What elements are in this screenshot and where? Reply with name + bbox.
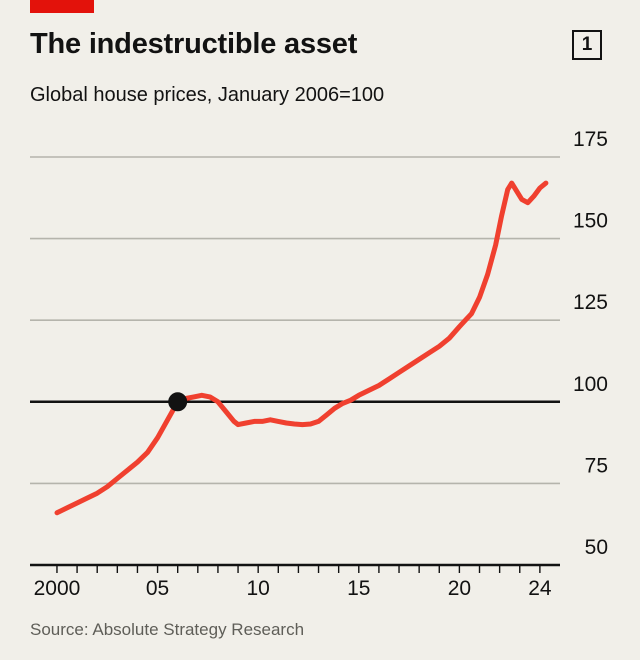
y-tick-label-125: 125 — [573, 291, 608, 314]
y-tick-label-150: 150 — [573, 210, 608, 233]
y-tick-label-50: 50 — [585, 536, 608, 559]
chart-title: The indestructible asset — [30, 28, 358, 60]
x-tick-label-10: 10 — [246, 577, 269, 600]
price-line — [54, 180, 549, 516]
x-tick-label-2000: 2000 — [34, 577, 81, 600]
x-tick-label-24: 24 — [528, 577, 552, 600]
y-tick-label-100: 100 — [573, 373, 608, 396]
chart-index-badge: 1 — [572, 30, 602, 60]
chart-index-number: 1 — [581, 34, 593, 55]
brand-tag — [30, 0, 94, 13]
x-tick-label-20: 20 — [448, 577, 471, 600]
x-tick-label-15: 15 — [347, 577, 370, 600]
source-note: Source: Absolute Strategy Research — [30, 620, 305, 639]
y-tick-label-75: 75 — [585, 454, 608, 477]
y-tick-label-175: 175 — [573, 128, 608, 151]
x-tick-label-05: 05 — [146, 577, 169, 600]
jan-2006-marker — [168, 392, 188, 412]
chart-subtitle: Global house prices, January 2006=100 — [30, 84, 385, 106]
